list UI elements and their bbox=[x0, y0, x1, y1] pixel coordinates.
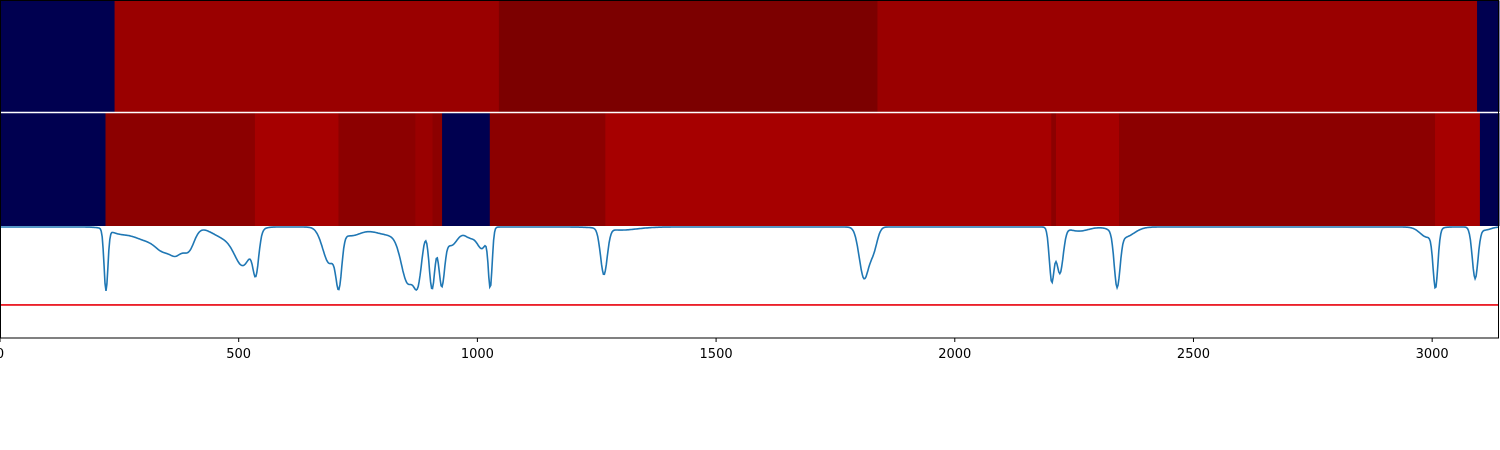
x-axis: 0 500 1000 1500 2000 2500 3000 bbox=[0, 338, 1449, 362]
heatmap-cell bbox=[105, 113, 256, 226]
heatmap-cell bbox=[415, 113, 434, 226]
heatmap-cell bbox=[1051, 113, 1057, 226]
heatmap-cell bbox=[1055, 113, 1120, 226]
heatmap-cell bbox=[0, 0, 116, 112]
heatmap-cell bbox=[1477, 0, 1500, 112]
heatmap-cell bbox=[1118, 113, 1436, 226]
heatmap-cell bbox=[498, 0, 878, 112]
line-panel-background bbox=[0, 226, 1499, 338]
heatmap-cell bbox=[254, 113, 339, 226]
x-tick-label: 1500 bbox=[700, 347, 733, 362]
heatmap-cell bbox=[1479, 113, 1500, 226]
heatmap-cell bbox=[0, 113, 107, 226]
heatmap-cell bbox=[432, 113, 443, 226]
x-tick-label: 2500 bbox=[1177, 347, 1210, 362]
x-tick-label: 2000 bbox=[938, 347, 971, 362]
x-tick-label: 3000 bbox=[1416, 347, 1449, 362]
heatmap-row-1 bbox=[0, 0, 1500, 112]
heatmap-cell bbox=[605, 113, 1052, 226]
x-tick-label: 0 bbox=[0, 347, 4, 362]
heatmap-cell bbox=[114, 0, 500, 112]
line-panel bbox=[0, 226, 1499, 338]
heatmap-cell bbox=[877, 0, 1478, 112]
x-tick-label: 1000 bbox=[461, 347, 494, 362]
x-tick-label: 500 bbox=[226, 347, 251, 362]
heatmap-cell bbox=[338, 113, 416, 226]
plot-frame bbox=[0, 0, 1499, 339]
heatmap-row-2 bbox=[0, 113, 1500, 226]
signal-line bbox=[0, 226, 1499, 292]
heatmap-cell bbox=[442, 113, 491, 226]
heatmap-cell bbox=[489, 113, 606, 226]
heatmap-cell bbox=[1435, 113, 1481, 226]
